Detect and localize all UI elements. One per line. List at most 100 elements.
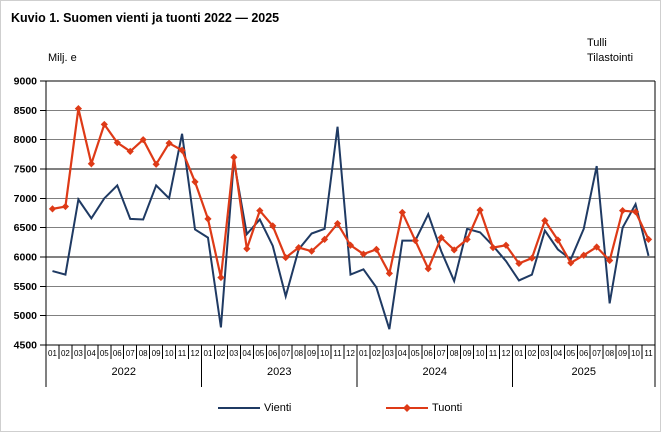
month-label: 06 xyxy=(579,349,588,358)
legend-label-vienti: Vienti xyxy=(264,402,292,414)
tuonti-marker xyxy=(204,215,212,223)
chart-title: Kuvio 1. Suomen vienti ja tuonti 2022 — … xyxy=(11,11,280,25)
y-axis-label: 4500 xyxy=(14,340,38,352)
tuonti-marker xyxy=(269,222,277,230)
month-label: 05 xyxy=(566,349,575,358)
tuonti-marker xyxy=(411,236,419,245)
tuonti-marker xyxy=(606,256,614,265)
tuonti-marker xyxy=(308,247,316,255)
tuonti-marker xyxy=(515,259,523,268)
tuonti-marker xyxy=(100,120,108,129)
month-label: 11 xyxy=(333,349,342,358)
month-label: 02 xyxy=(527,349,536,358)
tuonti-marker xyxy=(178,146,186,154)
tuonti-marker xyxy=(139,136,147,144)
month-label: 01 xyxy=(514,349,523,358)
month-label: 12 xyxy=(502,349,511,358)
month-label: 09 xyxy=(307,349,316,358)
month-label: 11 xyxy=(644,349,653,358)
tuonti-marker xyxy=(320,235,329,243)
tuonti-marker xyxy=(476,206,484,214)
tuonti-marker xyxy=(282,253,290,262)
y-axis-label: 5500 xyxy=(14,281,38,293)
tuonti-marker xyxy=(502,241,510,249)
tuonti-marker xyxy=(489,244,497,252)
tuonti-marker xyxy=(567,259,575,267)
month-label: 06 xyxy=(424,349,433,358)
tuonti-marker xyxy=(644,235,653,243)
month-label: 05 xyxy=(100,349,109,358)
tuonti-marker xyxy=(450,246,458,254)
tuonti-marker xyxy=(74,104,82,113)
tuonti-marker xyxy=(528,254,536,262)
tuonti-series-line xyxy=(52,108,650,278)
month-label: 04 xyxy=(553,349,562,358)
tuonti-line-sample xyxy=(386,404,428,412)
month-label: 09 xyxy=(463,349,472,358)
tuonti-marker xyxy=(230,153,238,161)
tuonti-marker xyxy=(191,178,199,186)
month-label: 01 xyxy=(359,349,368,358)
y-axis-unit-label: Milj. e xyxy=(48,52,77,64)
tuonti-marker xyxy=(295,244,303,252)
month-label: 12 xyxy=(191,349,200,358)
legend-label-tuonti: Tuonti xyxy=(432,402,463,414)
tuonti-marker xyxy=(372,245,381,253)
y-axis-label: 5000 xyxy=(14,310,38,322)
month-label: 08 xyxy=(605,349,614,358)
month-label: 04 xyxy=(87,349,96,358)
tuonti-marker xyxy=(346,241,355,249)
legend-item-vienti: Vienti xyxy=(217,402,291,414)
month-label: 07 xyxy=(592,349,601,358)
y-axis-label: 6500 xyxy=(14,222,38,234)
tuonti-marker xyxy=(152,160,160,168)
month-label: 09 xyxy=(152,349,161,358)
month-label: 02 xyxy=(372,349,381,358)
year-label: 2024 xyxy=(422,366,446,378)
legend-item-tuonti: Tuonti xyxy=(385,402,462,414)
month-label: 05 xyxy=(411,349,420,358)
month-label: 06 xyxy=(268,349,277,358)
tuonti-marker xyxy=(541,217,549,225)
month-label: 10 xyxy=(476,349,485,358)
tuonti-marker xyxy=(554,236,562,244)
month-label: 10 xyxy=(165,349,174,358)
year-label: 2025 xyxy=(571,366,595,378)
source-attribution: Tulli Tilastointi xyxy=(587,36,633,66)
year-label: 2023 xyxy=(267,366,291,378)
month-label: 11 xyxy=(178,349,187,358)
tuonti-marker xyxy=(333,219,342,228)
tuonti-marker xyxy=(48,205,57,213)
tuonti-marker xyxy=(256,207,264,215)
month-label: 07 xyxy=(281,349,290,358)
y-axis-label: 9000 xyxy=(14,76,38,88)
month-label: 07 xyxy=(126,349,135,358)
tuonti-marker xyxy=(217,273,225,282)
y-axis-label: 8000 xyxy=(14,134,38,146)
y-axis-label: 7500 xyxy=(14,164,38,176)
month-label: 01 xyxy=(48,349,57,358)
tuonti-marker xyxy=(424,265,432,273)
month-label: 08 xyxy=(139,349,148,358)
tuonti-marker xyxy=(398,208,406,217)
month-label: 04 xyxy=(398,349,407,358)
tuonti-marker xyxy=(437,234,445,242)
month-label: 09 xyxy=(618,349,627,358)
tuonti-marker xyxy=(87,160,95,168)
month-label: 02 xyxy=(216,349,225,358)
month-label: 05 xyxy=(255,349,264,358)
tuonti-marker xyxy=(243,245,251,253)
vienti-series-line xyxy=(52,126,650,330)
y-axis-label: 7000 xyxy=(14,193,38,205)
month-label: 07 xyxy=(437,349,446,358)
month-label: 10 xyxy=(631,349,640,358)
y-axis-label: 6000 xyxy=(14,252,38,264)
month-label: 10 xyxy=(320,349,329,358)
tuonti-marker xyxy=(385,269,393,278)
year-label: 2022 xyxy=(112,366,136,378)
month-label: 12 xyxy=(346,349,355,358)
month-label: 11 xyxy=(489,349,498,358)
tuonti-marker xyxy=(593,243,601,251)
tuonti-marker xyxy=(113,139,121,147)
